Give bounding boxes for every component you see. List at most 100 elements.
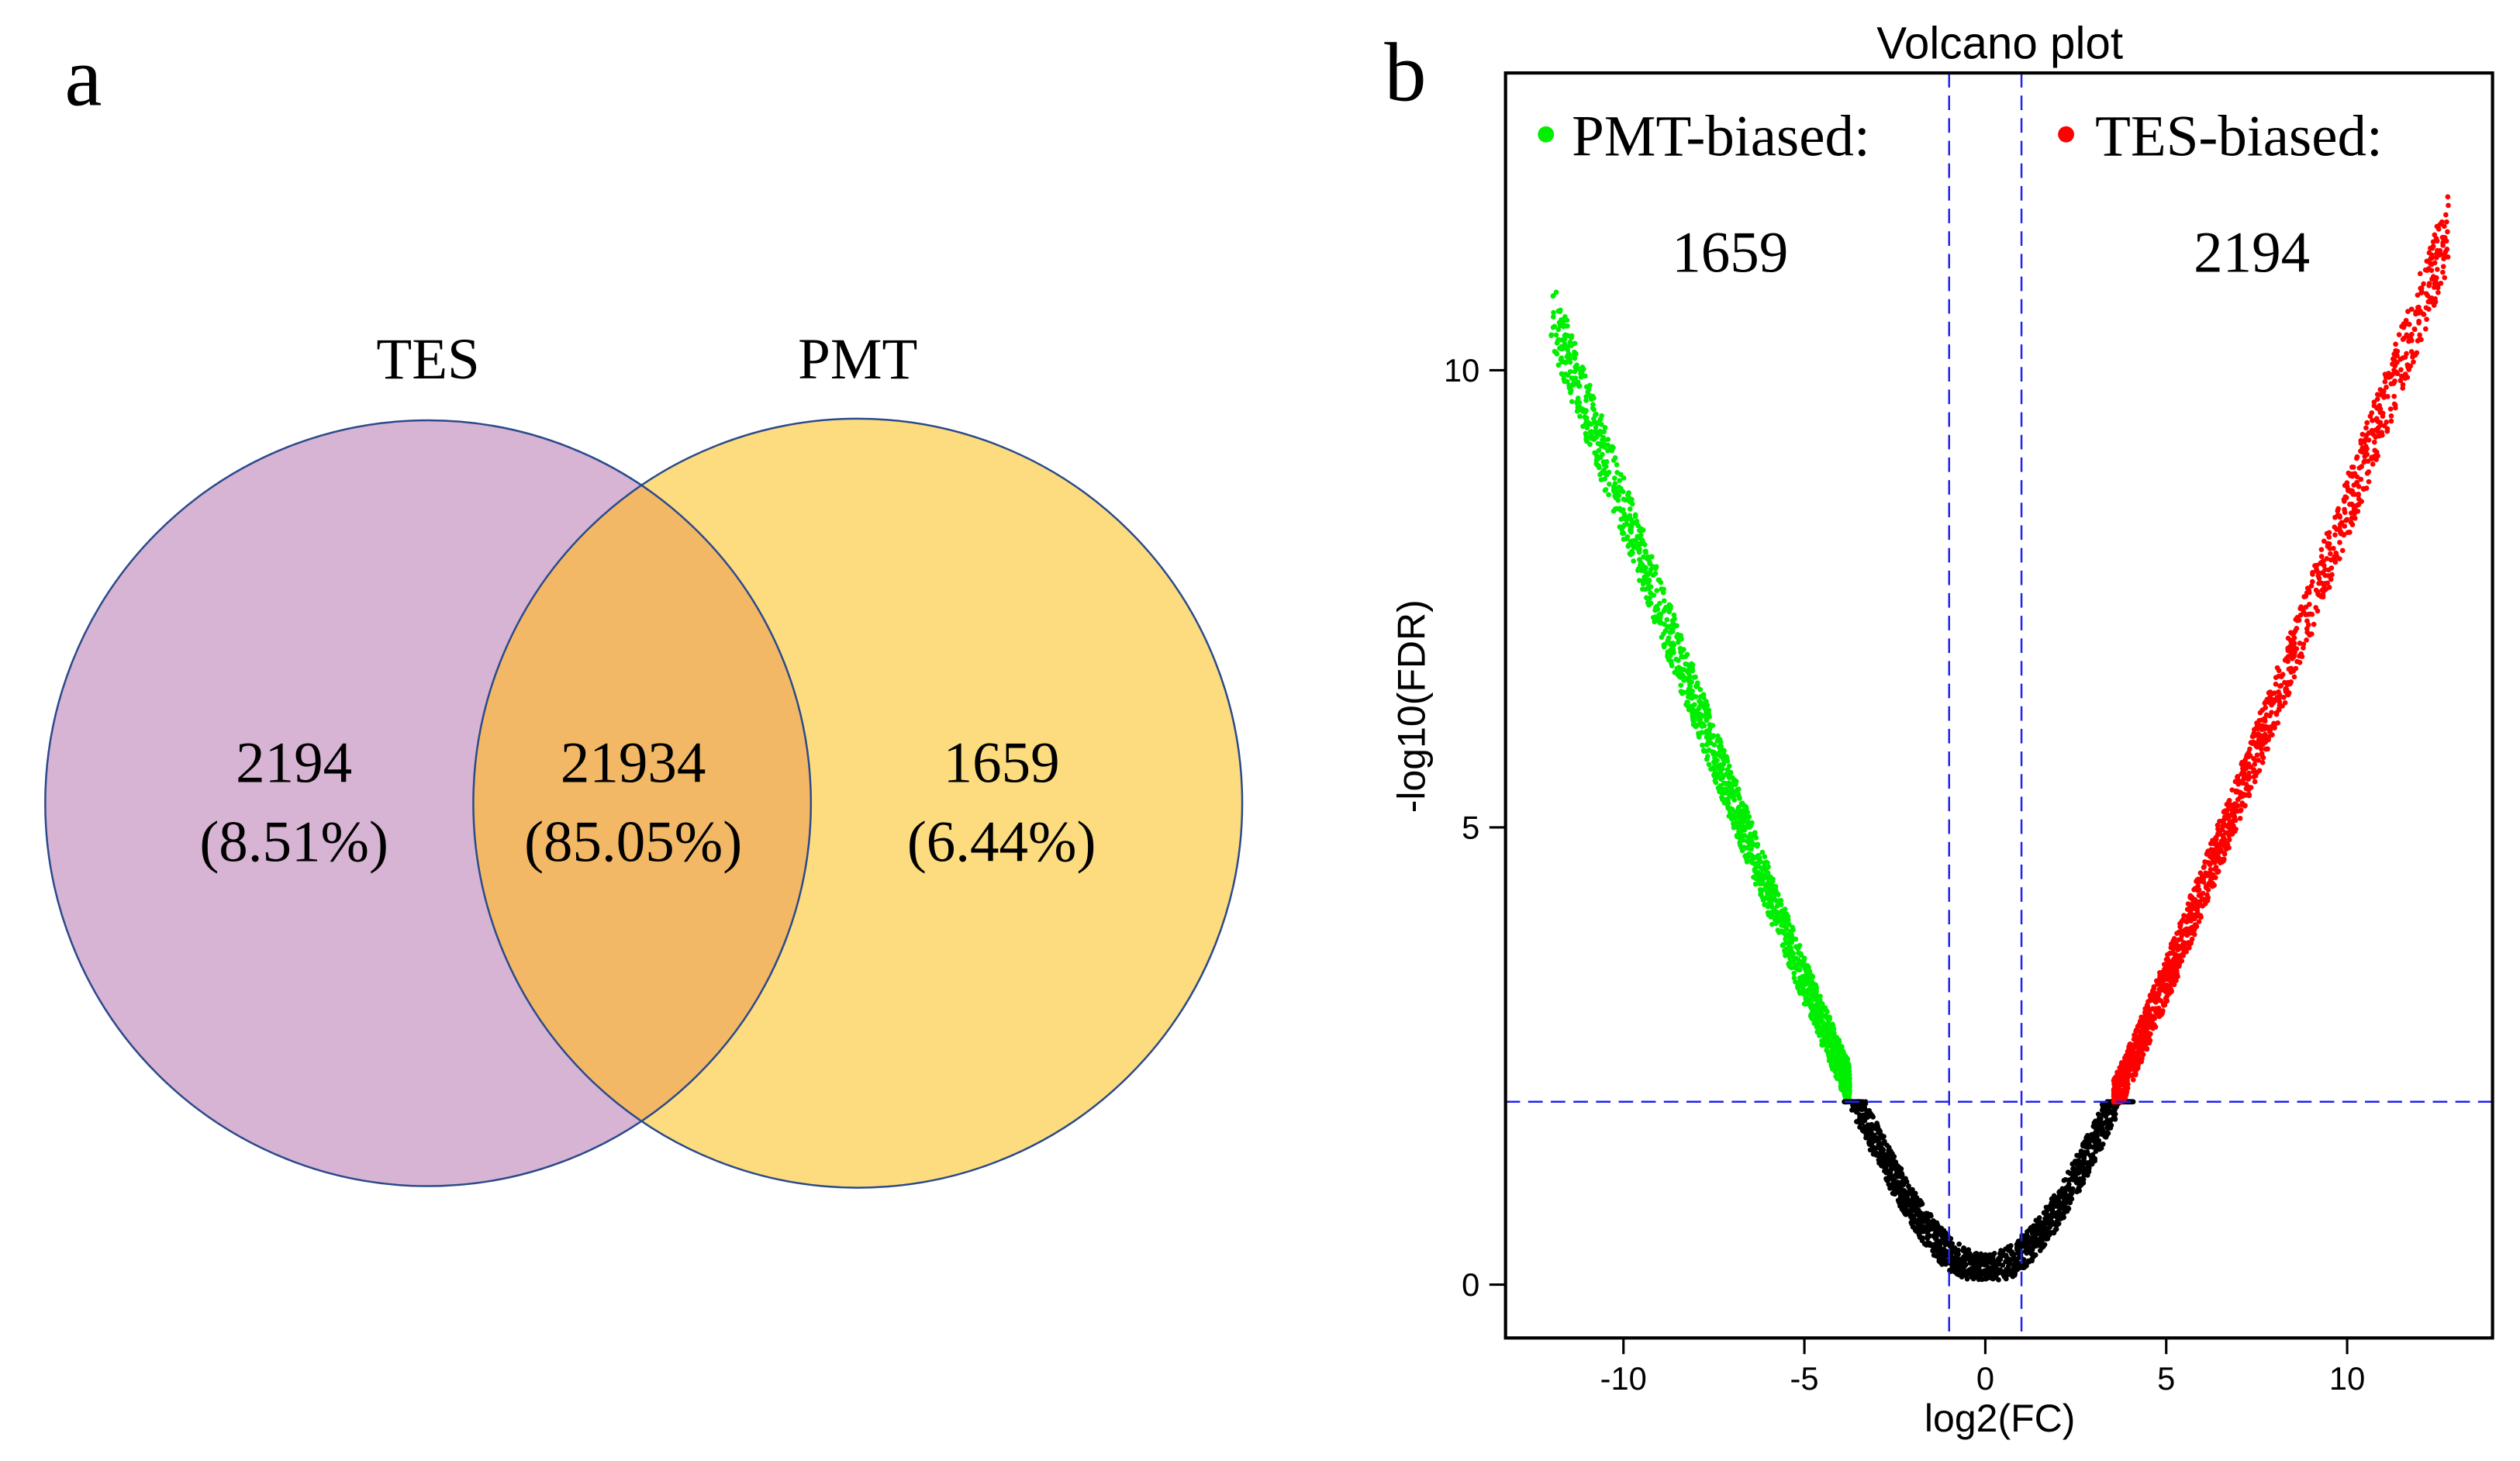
x-tick-label: 5 (2157, 1360, 2175, 1397)
point-pmt-biased (1593, 461, 1600, 467)
point-pmt-biased (1645, 584, 1652, 590)
point-not-significant (1990, 1276, 1995, 1282)
point-tes-biased (2298, 651, 2304, 657)
point-not-significant (2038, 1228, 2044, 1234)
point-tes-biased (2335, 506, 2341, 512)
point-tes-biased (2409, 331, 2415, 337)
x-tick-label: -10 (1600, 1360, 1647, 1397)
point-not-significant (1934, 1253, 1939, 1259)
point-tes-biased (2220, 841, 2226, 846)
point-tes-biased (2347, 530, 2353, 535)
point-pmt-biased (1637, 557, 1642, 562)
point-tes-biased (2208, 866, 2214, 872)
point-not-significant (2046, 1232, 2052, 1238)
point-tes-biased (2124, 1057, 2130, 1063)
point-pmt-biased (1776, 929, 1782, 934)
point-tes-biased (2310, 569, 2315, 575)
point-pmt-biased (1721, 762, 1727, 767)
point-not-significant (2006, 1248, 2011, 1253)
point-pmt-biased (1822, 1041, 1828, 1048)
point-pmt-biased (1632, 513, 1638, 520)
point-tes-biased (2201, 865, 2207, 870)
point-pmt-biased (1693, 722, 1699, 728)
point-not-significant (2010, 1273, 2016, 1280)
point-tes-biased (2156, 991, 2162, 997)
point-pmt-biased (1663, 604, 1669, 610)
point-pmt-biased (1726, 763, 1732, 769)
point-tes-biased (2336, 526, 2342, 531)
point-tes-biased (2187, 945, 2192, 951)
point-not-significant (1893, 1172, 1899, 1178)
point-tes-biased (2304, 618, 2310, 624)
point-tes-biased (2318, 554, 2325, 559)
point-tes-biased (2166, 958, 2172, 965)
point-tes-biased (2229, 819, 2235, 825)
point-not-significant (1869, 1121, 1875, 1128)
point-tes-biased (2404, 351, 2409, 357)
point-tes-biased (2377, 433, 2382, 439)
point-not-significant (1865, 1128, 1871, 1135)
point-pmt-biased (1602, 476, 1607, 482)
point-not-significant (1931, 1246, 1938, 1252)
point-pmt-biased (1745, 815, 1751, 820)
point-pmt-biased (1600, 451, 1605, 458)
point-tes-biased (2397, 378, 2404, 384)
point-pmt-biased (1701, 748, 1707, 754)
point-tes-biased (2287, 637, 2294, 644)
point-tes-biased (2285, 679, 2291, 686)
point-tes-biased (2111, 1099, 2117, 1105)
point-pmt-biased (1653, 564, 1659, 570)
point-pmt-biased (1578, 371, 1584, 376)
point-not-significant (2087, 1165, 2092, 1171)
point-not-significant (1905, 1208, 1911, 1214)
point-pmt-biased (1551, 314, 1556, 319)
point-tes-biased (2373, 456, 2379, 461)
point-tes-biased (2187, 895, 2193, 900)
point-pmt-biased (1780, 920, 1786, 925)
point-tes-biased (2384, 384, 2389, 390)
point-not-significant (2052, 1211, 2057, 1218)
point-tes-biased (2354, 454, 2360, 460)
point-pmt-biased (1756, 875, 1762, 880)
point-pmt-biased (1766, 882, 1772, 889)
point-tes-biased (2433, 236, 2439, 241)
point-tes-biased (2370, 461, 2376, 467)
point-not-significant (2079, 1176, 2084, 1182)
x-tick-label: -5 (1790, 1360, 1819, 1397)
point-not-significant (2037, 1248, 2043, 1253)
point-not-significant (1884, 1142, 1890, 1148)
point-pmt-biased (1598, 444, 1604, 449)
point-pmt-biased (1555, 326, 1562, 333)
point-tes-biased (2192, 886, 2198, 891)
point-tes-biased (2403, 321, 2408, 327)
point-not-significant (1869, 1113, 1875, 1119)
point-not-significant (2065, 1169, 2071, 1175)
point-tes-biased (2262, 718, 2268, 724)
point-not-significant (2074, 1189, 2080, 1195)
point-tes-biased (2391, 367, 2397, 373)
point-not-significant (1915, 1211, 1921, 1218)
point-pmt-biased (1693, 683, 1700, 689)
point-not-significant (1942, 1242, 1949, 1248)
point-tes-biased (2263, 705, 2268, 710)
point-pmt-biased (1738, 844, 1745, 851)
point-pmt-biased (1831, 1026, 1837, 1032)
point-tes-biased (2328, 551, 2333, 557)
point-pmt-biased (1783, 940, 1789, 946)
point-not-significant (1997, 1267, 2003, 1273)
point-pmt-biased (1788, 937, 1793, 942)
point-pmt-biased (1627, 499, 1633, 504)
point-pmt-biased (1697, 698, 1702, 704)
point-tes-biased (2371, 439, 2377, 445)
point-tes-biased (2171, 972, 2177, 978)
point-tes-biased (2225, 841, 2231, 848)
point-pmt-biased (1753, 861, 1759, 866)
point-pmt-biased (1742, 819, 1748, 824)
point-not-significant (2054, 1222, 2060, 1228)
point-tes-biased (2133, 1028, 2139, 1034)
point-pmt-biased (1602, 425, 1608, 430)
point-not-significant (1897, 1166, 1902, 1171)
point-tes-biased (2246, 786, 2252, 793)
point-tes-biased (2336, 513, 2342, 519)
point-tes-biased (2372, 447, 2378, 454)
